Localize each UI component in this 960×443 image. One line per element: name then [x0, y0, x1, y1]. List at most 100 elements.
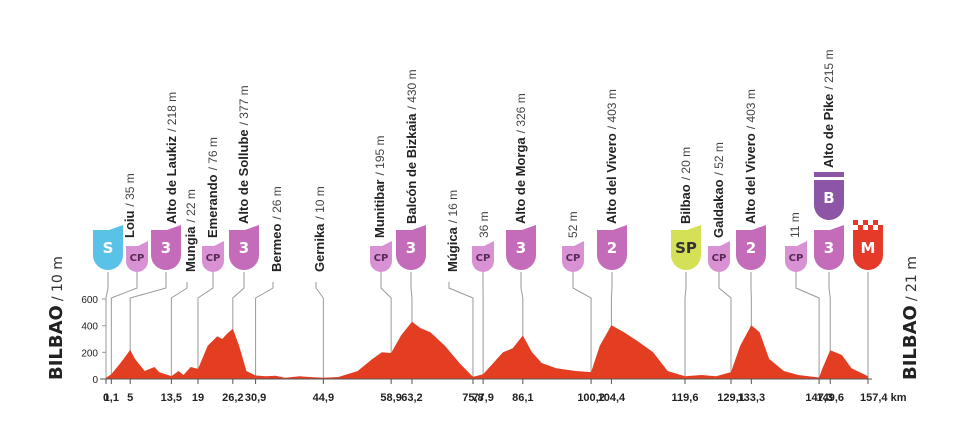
badge-tab — [687, 225, 701, 230]
waypoint-label: Mungia / 22 m — [183, 189, 198, 272]
waypoint-altitude: / 215 m — [822, 50, 836, 90]
waypoint-label: Munitibar / 195 m — [372, 135, 387, 238]
badge-tab — [245, 225, 259, 230]
y-tick-label: 400 — [81, 322, 98, 333]
checker — [863, 225, 868, 230]
x-tick-label: 1,1 — [104, 392, 119, 404]
badge-tab — [720, 241, 730, 246]
badge-label: CP — [789, 253, 804, 264]
waypoint-label: 52 m — [566, 211, 580, 238]
leader-line — [110, 272, 138, 379]
waypoint-name: Galdakao — [711, 179, 726, 238]
x-tick-label: 77,9 — [472, 392, 493, 404]
badge-label: 3 — [239, 239, 249, 257]
waypoint-name: Alto de Sollube — [236, 129, 251, 224]
waypoint-label: Bilbao / 20 m — [678, 147, 693, 224]
checker — [853, 220, 858, 225]
checker — [858, 225, 863, 230]
x-tick-label: 30,9 — [245, 392, 266, 404]
badge-tab — [484, 241, 494, 246]
badge: CP — [370, 241, 392, 272]
badge-top — [814, 172, 844, 177]
badge-tab — [574, 241, 584, 246]
leader-line — [684, 272, 687, 379]
waypoint-name: Alto del Vivero — [604, 133, 619, 224]
checker — [873, 220, 878, 225]
leader-line — [795, 272, 820, 379]
badge-shape — [562, 246, 584, 272]
leader-line — [380, 272, 392, 379]
x-tick-label: 133,3 — [738, 392, 766, 404]
badge-label: M — [861, 239, 876, 257]
leader-line — [170, 282, 188, 379]
checker — [863, 220, 868, 225]
badge: 3 — [151, 225, 181, 270]
waypoint-altitude: / 195 m — [373, 135, 387, 175]
checker — [858, 220, 863, 225]
leader-line — [255, 282, 274, 379]
waypoint-label: Alto del Vivero / 403 m — [743, 89, 758, 224]
badge-tab — [382, 241, 392, 246]
waypoint-altitude: / 377 m — [237, 85, 251, 125]
leader-line — [448, 282, 474, 379]
waypoint-altitude: / 16 m — [446, 190, 460, 223]
badge-label: S — [103, 239, 114, 257]
badge: M — [853, 220, 883, 270]
waypoint-label: Alto de Morga / 326 m — [513, 93, 528, 224]
badge-label: CP — [476, 253, 491, 264]
badge: 2 — [597, 225, 627, 270]
badge-tab — [797, 241, 807, 246]
waypoint-altitude: 11 m — [788, 212, 802, 238]
waypoint-altitude: / 326 m — [514, 93, 528, 133]
x-tick-label: 129,1 — [717, 392, 745, 404]
checker — [868, 220, 873, 225]
badge-tab — [752, 225, 766, 230]
waypoint-label: Galdakao / 52 m — [711, 142, 726, 238]
waypoint-altitude: 36 m — [477, 211, 491, 238]
waypoint-altitude: / 76 m — [206, 137, 220, 170]
x-tick-label: 75,8 — [462, 392, 483, 404]
waypoint-label: Múgica / 16 m — [445, 190, 460, 272]
badge-shape — [396, 230, 426, 270]
badge: S — [93, 225, 123, 270]
elevation-area — [106, 321, 868, 379]
waypoint-altitude: / 10 m — [313, 186, 327, 219]
checker — [853, 225, 858, 230]
waypoint-name: Emerando — [205, 174, 220, 238]
badge-label: CP — [374, 253, 389, 264]
waypoint-name: Loiu — [122, 211, 137, 238]
x-tick-label: 63,2 — [401, 392, 422, 404]
badge-tab — [109, 225, 123, 230]
badge: 2 — [736, 225, 766, 270]
waypoint-altitude: / 403 m — [744, 89, 758, 129]
badge-shape — [708, 246, 730, 272]
waypoint-name: Mungia — [183, 226, 198, 272]
y-tick-label: 0 — [92, 375, 98, 386]
badge-label: SP — [675, 239, 697, 257]
badge-shape — [671, 230, 701, 270]
leader-line — [828, 272, 831, 379]
waypoint-name: Gernika — [312, 223, 327, 272]
x-tick-label: 13,5 — [161, 392, 182, 404]
waypoint-label: Balcón de Bizkaia / 430 m — [404, 69, 419, 224]
badge-label: 3 — [516, 239, 526, 257]
badge: B — [814, 172, 844, 220]
waypoint-label: Alto del Vivero / 403 m — [604, 89, 619, 224]
waypoint-label: Emerando / 76 m — [205, 137, 220, 238]
waypoint-label: Alto de Pike / 215 m — [821, 50, 836, 168]
checker — [878, 220, 883, 225]
badge-label: CP — [130, 253, 145, 264]
x-tick-label: 0 — [103, 392, 109, 404]
leader-line — [129, 272, 167, 379]
badge-shape — [370, 246, 392, 272]
badge-tab — [830, 225, 844, 230]
badge-shape — [597, 230, 627, 270]
waypoint-label: Alto de Laukiz / 218 m — [164, 92, 179, 224]
waypoint-name: Bilbao — [678, 184, 693, 224]
badge-shape — [93, 230, 123, 270]
badge-shape — [126, 246, 148, 272]
badge-tab — [214, 241, 224, 246]
checker — [873, 225, 878, 230]
checker — [868, 225, 873, 230]
badge-shape — [853, 230, 883, 270]
